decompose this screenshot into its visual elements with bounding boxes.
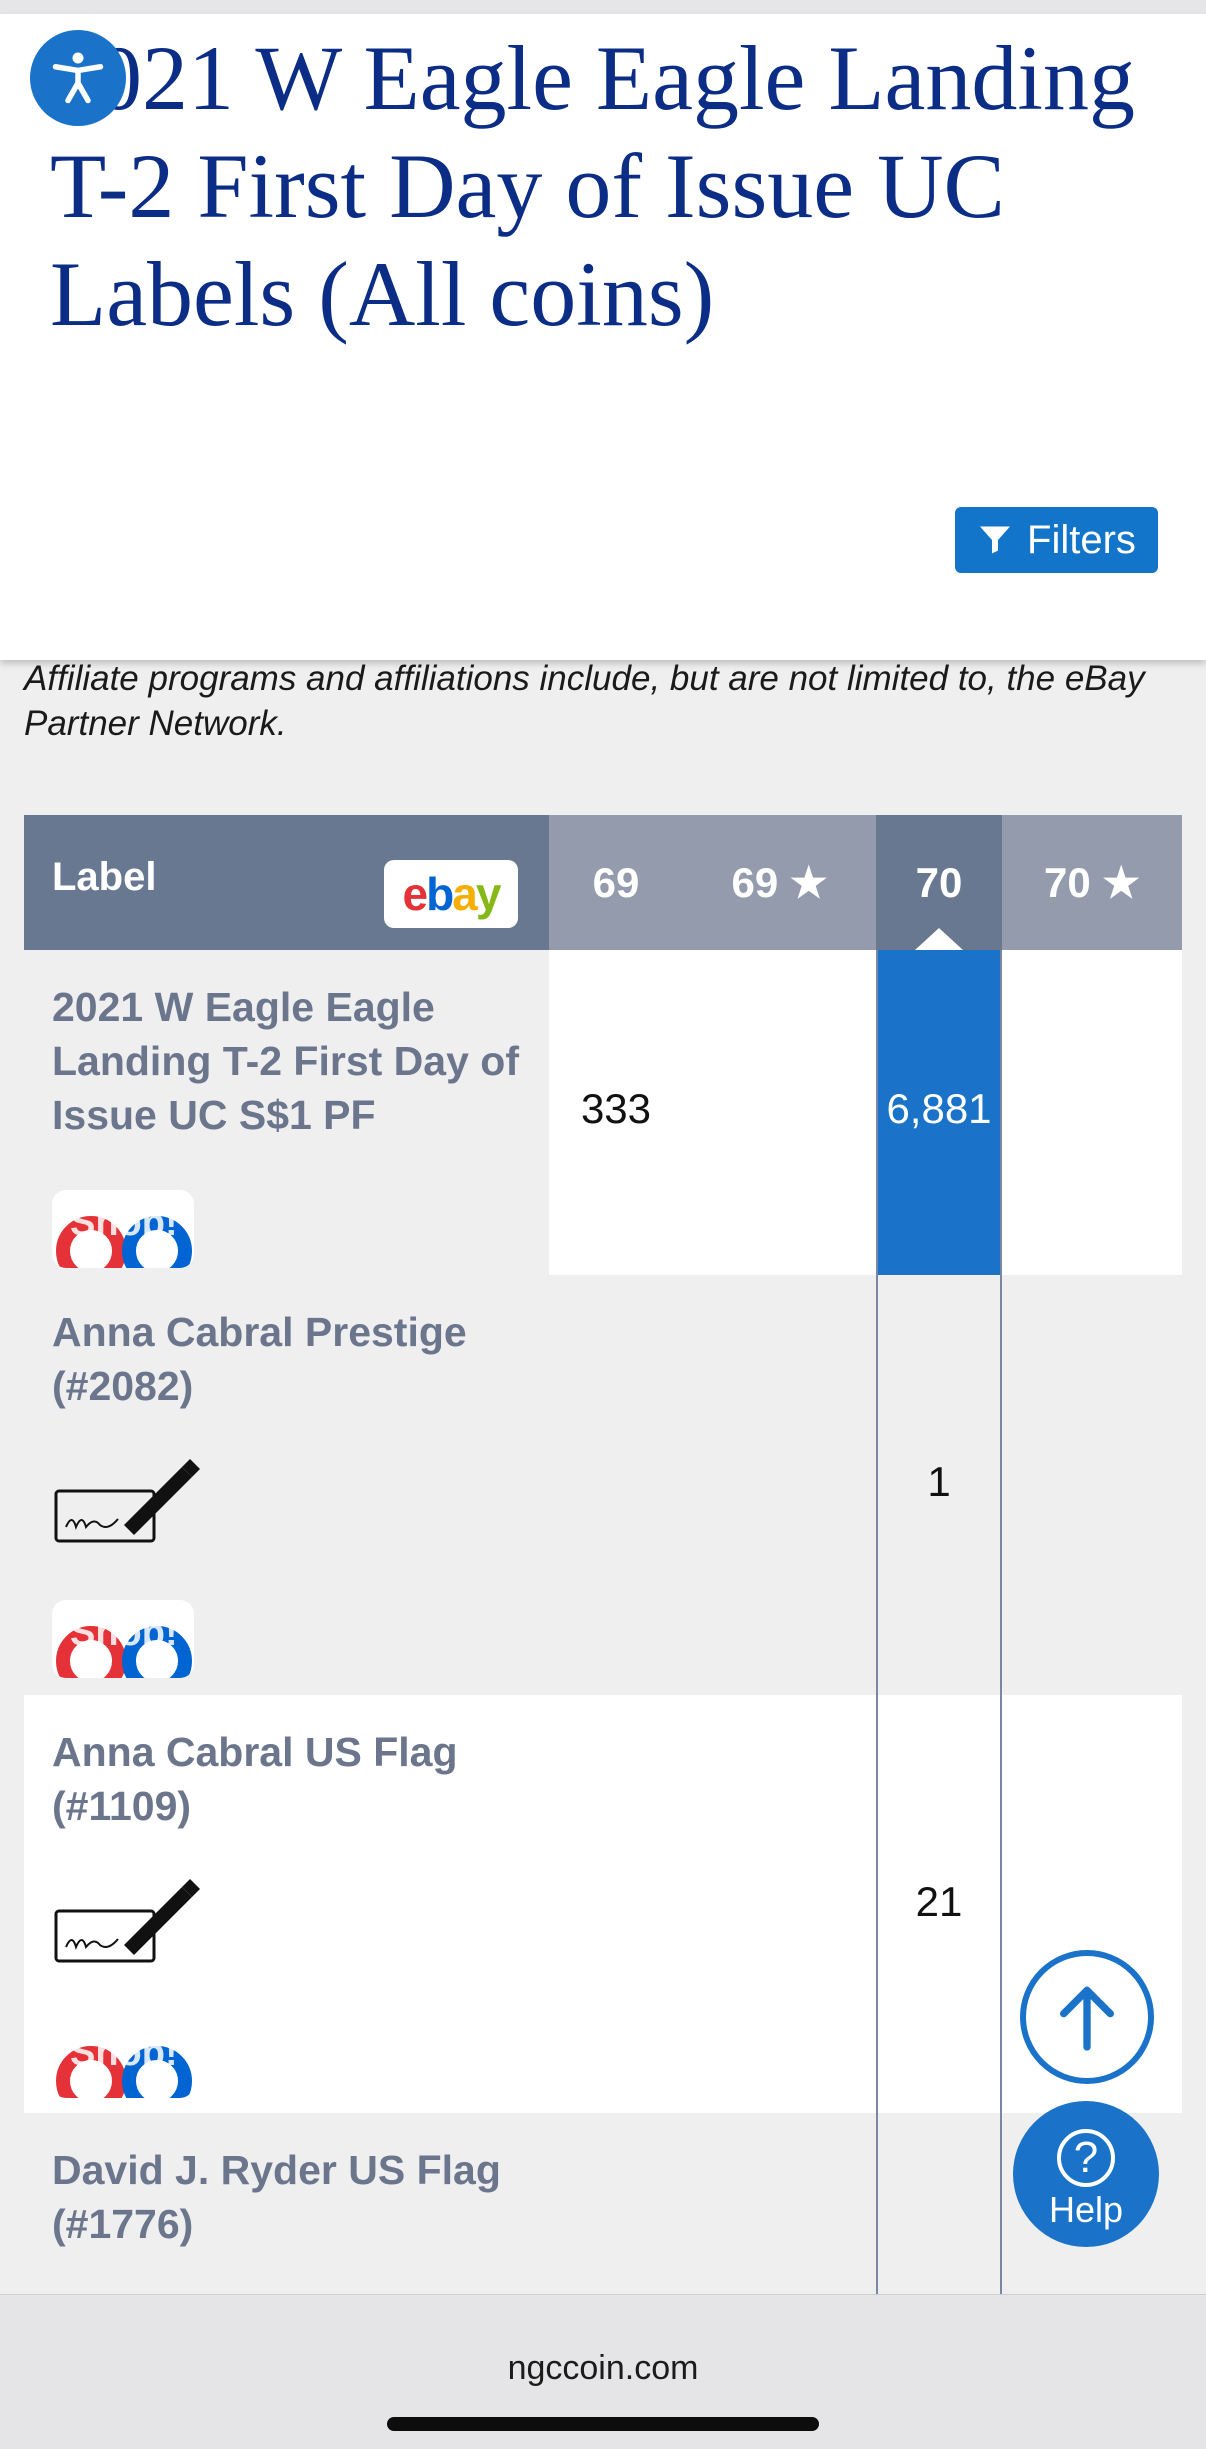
url-domain[interactable]: ngccoin.com [507,2349,699,2387]
help-button[interactable]: ? Help [1013,2101,1159,2247]
row-label[interactable]: 2021 W Eagle Eagle Landing T-2 First Day… [52,984,519,1138]
cell-grade-70[interactable]: 6,881 [876,950,1002,1275]
grade-header-69[interactable]: 69 [592,858,640,906]
scroll-to-top-button[interactable] [1020,1950,1154,2084]
grade-header-70-text: 70 [915,858,963,906]
row-label[interactable]: Anna Cabral US Flag (#1109) [52,1729,458,1829]
table-row: Anna Cabral Prestige (#2082) Shop! 1 [24,1275,1182,1695]
signature-icon [54,1879,200,1963]
label-header-text: Label [52,855,157,899]
cell-grade-70[interactable]: 21 [876,1695,1002,2113]
table-row: Anna Cabral US Flag (#1109) Shop! 21 [24,1695,1182,2113]
filters-label: Filters [1027,517,1136,562]
accessibility-icon [52,52,104,104]
status-strip [0,0,1206,14]
shop-label: Shop! [70,1202,178,1244]
cell-grade-70[interactable]: 1 [876,1275,1002,1695]
grade-headers: 69 69 ★ 70 70 ★ [549,815,1182,950]
affiliate-disclaimer: Affiliate programs and affiliations incl… [24,659,1145,743]
cell-grade-70-value: 1 [927,1458,951,1505]
cell-grade-70-value: 21 [915,1878,963,1925]
filters-button[interactable]: Filters [955,507,1158,573]
row-label-cell: David J. Ryder US Flag (#1776) [24,2113,549,2295]
ebay-shop-button[interactable]: Shop! [52,1190,194,1268]
ebay-shop-button[interactable]: Shop! [52,2020,194,2098]
help-label: Help [1048,2189,1124,2230]
row-label-cell: 2021 W Eagle Eagle Landing T-2 First Day… [24,950,549,1275]
shop-label: Shop! [70,2032,178,2074]
browser-address-bar: ngccoin.com [0,2294,1206,2449]
ebay-shop-button[interactable]: Shop! [52,1600,194,1678]
cell-grade-70-value: 6,881 [886,1085,992,1132]
grade-header-69-star[interactable]: 69 ★ [731,859,828,906]
cell-grade-70[interactable] [876,2113,1002,2295]
active-column-caret [915,928,963,950]
table-row: 2021 W Eagle Eagle Landing T-2 First Day… [24,950,1182,1275]
table-row: David J. Ryder US Flag (#1776) [24,2113,1182,2295]
home-indicator[interactable] [387,2417,819,2431]
shop-label: Shop! [70,1612,178,1654]
cell-grade-69[interactable]: 333 [580,1085,652,1132]
grade-header-70-star[interactable]: 70 ★ [1043,859,1141,906]
accessibility-button[interactable] [30,30,126,126]
row-label[interactable]: Anna Cabral Prestige (#2082) [52,1309,467,1409]
filter-icon [980,526,1011,554]
question-icon: ? [1057,2129,1115,2187]
arrow-up-icon [1060,1986,1114,2051]
row-label[interactable]: David J. Ryder US Flag (#1776) [52,2147,501,2247]
page-header: 2021 W Eagle Eagle Landing T-2 First Day… [0,14,1206,660]
row-label-cell: Anna Cabral US Flag (#1109) Shop! [24,1695,549,2113]
signature-icon [54,1459,200,1543]
row-label-cell: Anna Cabral Prestige (#2082) Shop! [24,1275,549,1695]
page-title: 2021 W Eagle Eagle Landing T-2 First Day… [50,27,1135,345]
grade-header-70[interactable]: 70 [876,815,1002,950]
